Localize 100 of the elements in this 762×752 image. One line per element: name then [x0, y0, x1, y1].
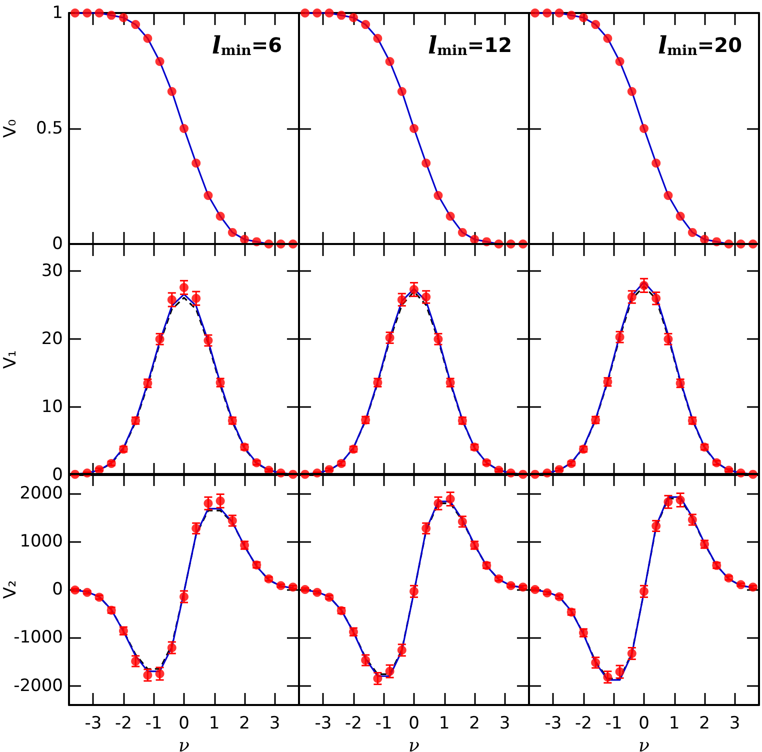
y-tick-label: 0.5 — [36, 118, 63, 138]
point — [615, 668, 624, 677]
point — [470, 234, 480, 244]
point — [554, 464, 564, 474]
x-tick-label: 0 — [638, 714, 650, 734]
point — [300, 8, 310, 18]
point — [155, 670, 164, 679]
y-axis-title: V₀ — [0, 119, 20, 138]
y-tick-label: 1 — [52, 3, 63, 23]
y-tick-label: 0 — [52, 580, 63, 600]
x-tick-label: -2 — [114, 714, 132, 734]
point — [373, 34, 382, 43]
point — [700, 234, 710, 244]
point — [688, 228, 697, 237]
point — [410, 284, 418, 294]
y-tick-label: 0 — [52, 464, 63, 485]
point — [397, 87, 406, 96]
point — [506, 581, 516, 590]
y-tick-label: 20 — [41, 328, 63, 349]
point — [458, 228, 467, 237]
point — [566, 10, 576, 20]
point — [446, 494, 455, 504]
point — [676, 496, 685, 505]
point — [264, 574, 274, 584]
y-tick-label: -1000 — [14, 628, 63, 648]
point — [228, 228, 237, 237]
point — [312, 588, 322, 598]
point — [397, 294, 406, 304]
point — [422, 292, 431, 302]
x-tick-label: -1 — [145, 714, 162, 734]
point — [180, 282, 188, 292]
point — [70, 8, 80, 18]
point — [94, 8, 104, 18]
point — [94, 593, 104, 602]
point — [336, 458, 346, 468]
point — [118, 13, 128, 22]
point — [192, 294, 201, 303]
x-tick-label: -3 — [314, 714, 332, 734]
point — [652, 294, 661, 303]
point — [554, 8, 564, 18]
y-tick-label: 30 — [41, 260, 63, 281]
point — [446, 212, 455, 221]
point — [712, 458, 722, 467]
x-tick-label: 3 — [499, 714, 510, 734]
x-tick-label: 1 — [438, 714, 450, 734]
y-tick-label: 10 — [41, 396, 63, 417]
point — [70, 586, 80, 595]
x-axis-title: ν — [638, 736, 650, 752]
x-tick-label: -3 — [84, 714, 102, 734]
point — [736, 580, 746, 590]
point — [361, 20, 370, 30]
point — [664, 190, 673, 200]
point — [494, 574, 504, 584]
x-tick-label: 0 — [178, 714, 190, 734]
point — [410, 124, 418, 133]
point — [167, 87, 176, 96]
point — [542, 8, 552, 18]
point — [192, 158, 201, 168]
point — [482, 458, 492, 467]
x-tick-label: -3 — [544, 714, 562, 734]
y-axis-title: V₁ — [0, 350, 20, 368]
x-axis-title: ν — [408, 736, 420, 752]
point — [82, 8, 92, 18]
point — [106, 10, 116, 20]
point — [155, 57, 164, 66]
point — [336, 10, 346, 20]
point — [652, 158, 661, 168]
point — [578, 13, 588, 22]
point — [82, 588, 92, 598]
point — [180, 124, 188, 133]
point — [615, 57, 624, 66]
point — [216, 496, 225, 506]
point — [204, 499, 213, 508]
point — [591, 20, 600, 30]
y-tick-label: 0 — [52, 234, 63, 254]
point — [676, 212, 685, 221]
y-tick-label: 1000 — [20, 532, 63, 552]
point — [216, 212, 225, 221]
x-tick-label: 0 — [408, 714, 420, 734]
point — [434, 190, 443, 200]
point — [724, 574, 734, 583]
x-tick-label: 2 — [239, 714, 250, 734]
point — [664, 498, 673, 507]
point — [143, 670, 152, 680]
point — [530, 8, 540, 18]
x-tick-label: 3 — [729, 714, 740, 734]
x-tick-label: 1 — [668, 714, 680, 734]
point — [627, 87, 636, 96]
x-tick-label: -1 — [375, 714, 392, 734]
point — [167, 294, 176, 304]
point — [640, 280, 648, 290]
point — [240, 234, 250, 244]
point — [554, 592, 564, 602]
point — [94, 464, 104, 474]
point — [324, 8, 334, 18]
x-axis-title: ν — [178, 736, 190, 752]
x-tick-label: -2 — [574, 714, 592, 734]
point — [131, 20, 140, 30]
point — [324, 593, 334, 602]
point — [348, 13, 358, 22]
